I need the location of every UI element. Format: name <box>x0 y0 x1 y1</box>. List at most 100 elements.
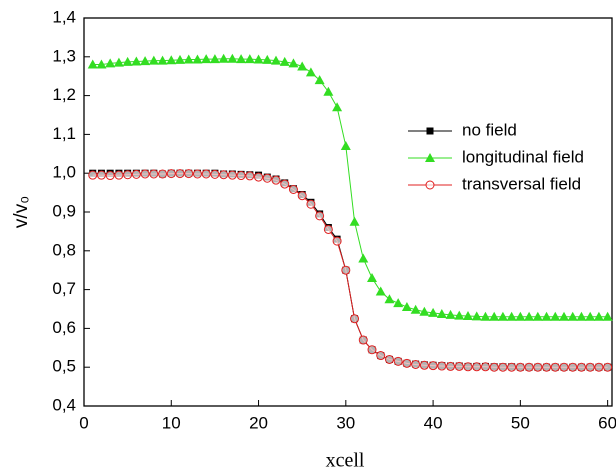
x-axis-label: xcell <box>326 450 365 472</box>
marker <box>541 311 552 321</box>
marker <box>236 171 246 181</box>
marker <box>376 351 386 361</box>
marker <box>533 362 543 372</box>
marker <box>175 169 185 179</box>
marker <box>288 184 298 194</box>
y-tick-label: 1,4 <box>52 7 76 26</box>
marker <box>149 169 159 179</box>
marker <box>114 170 124 180</box>
marker <box>585 362 595 372</box>
x-tick-label: 50 <box>511 413 530 432</box>
marker <box>340 141 351 151</box>
marker <box>524 311 535 321</box>
marker <box>568 362 578 372</box>
marker <box>166 55 177 65</box>
y-tick-label: 0,8 <box>52 240 76 259</box>
marker <box>332 102 343 112</box>
x-tick-label: 60 <box>598 413 616 432</box>
marker <box>507 362 517 372</box>
marker <box>88 170 98 180</box>
marker <box>218 53 229 63</box>
y-tick-label: 0,5 <box>52 357 76 376</box>
marker <box>602 311 613 321</box>
marker <box>532 311 543 321</box>
marker <box>454 361 464 371</box>
marker <box>192 169 202 179</box>
marker <box>323 224 333 234</box>
marker <box>236 54 247 64</box>
marker <box>166 169 176 179</box>
marker <box>131 56 142 66</box>
marker <box>297 191 307 201</box>
marker <box>436 309 447 319</box>
marker <box>183 54 194 64</box>
marker <box>244 54 255 64</box>
marker <box>96 170 106 180</box>
marker <box>219 170 229 180</box>
y-tick-label: 1,3 <box>52 46 76 65</box>
marker <box>96 59 107 69</box>
marker <box>254 172 264 182</box>
y-tick-label: 0,9 <box>52 201 76 220</box>
marker <box>123 170 133 180</box>
y-tick-label: 0,7 <box>52 279 76 298</box>
marker <box>428 307 439 317</box>
y-tick-label: 1,2 <box>52 85 76 104</box>
marker <box>489 362 499 372</box>
marker <box>446 361 456 371</box>
marker <box>349 216 360 226</box>
marker <box>288 58 299 68</box>
marker <box>393 298 404 308</box>
marker <box>271 175 281 185</box>
marker <box>593 311 604 321</box>
marker <box>419 306 430 316</box>
legend-marker <box>425 180 435 190</box>
legend-label: transversal field <box>462 174 581 193</box>
legend-marker <box>426 127 434 135</box>
y-tick-label: 0,6 <box>52 318 76 337</box>
marker <box>148 55 159 65</box>
marker <box>515 311 526 321</box>
marker <box>201 54 212 64</box>
marker <box>358 335 368 345</box>
marker <box>358 253 369 263</box>
x-tick-label: 10 <box>162 413 181 432</box>
marker <box>262 173 272 183</box>
marker <box>410 304 421 314</box>
marker <box>480 311 491 321</box>
marker <box>184 169 194 179</box>
marker <box>157 55 168 65</box>
x-tick-label: 30 <box>336 413 355 432</box>
marker <box>192 54 203 64</box>
marker <box>280 179 290 189</box>
marker <box>375 286 386 296</box>
marker <box>472 362 482 372</box>
y-tick-label: 0,4 <box>52 395 76 414</box>
marker <box>158 169 168 179</box>
marker <box>567 311 578 321</box>
marker <box>454 310 465 320</box>
marker <box>524 362 534 372</box>
marker <box>262 54 273 64</box>
marker <box>603 362 613 372</box>
marker <box>585 311 596 321</box>
marker <box>367 345 377 355</box>
marker <box>323 86 334 96</box>
marker <box>305 67 316 77</box>
marker <box>315 211 325 221</box>
marker <box>497 311 508 321</box>
marker <box>140 56 151 66</box>
marker <box>594 362 604 372</box>
y-tick-label: 1,1 <box>52 124 76 143</box>
marker <box>175 54 185 64</box>
marker <box>113 57 124 67</box>
marker <box>297 61 308 71</box>
plot-frame <box>83 17 613 407</box>
y-axis-label: v/v₀ <box>11 196 32 228</box>
marker <box>384 294 395 304</box>
marker <box>253 54 264 64</box>
marker <box>411 359 421 369</box>
legend-label: longitudinal field <box>462 147 584 166</box>
marker <box>384 354 394 364</box>
